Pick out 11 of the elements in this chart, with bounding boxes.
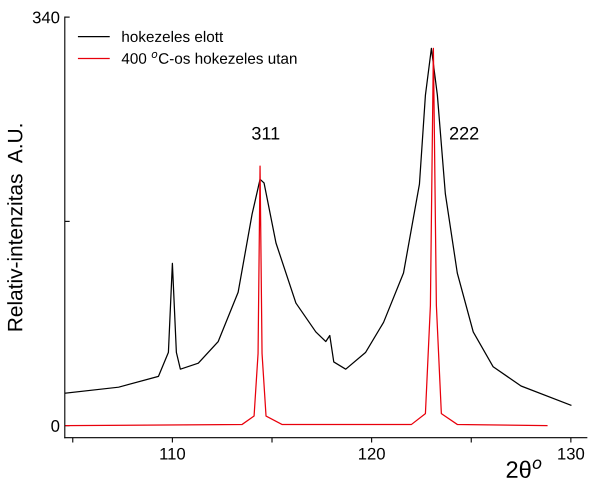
legend-label: 400 $^{o}$C-os hokezeles utan — [122, 52, 296, 64]
x-axis-title: 2θ$^{o}$ — [506, 459, 542, 478]
annotation: 222 — [450, 126, 478, 140]
annotation: 311 — [252, 126, 280, 140]
y-tick-label: 0 — [51, 420, 60, 432]
x-tick-label: 110 — [160, 448, 186, 460]
legend-label: hokezeles elott — [122, 30, 224, 42]
y-tick-label: 340 — [32, 12, 60, 24]
x-tick-label: 120 — [358, 448, 385, 460]
y-axis-title: Relativ-intenzitas A.U. — [7, 124, 22, 330]
x-tick-label: 130 — [558, 448, 584, 460]
